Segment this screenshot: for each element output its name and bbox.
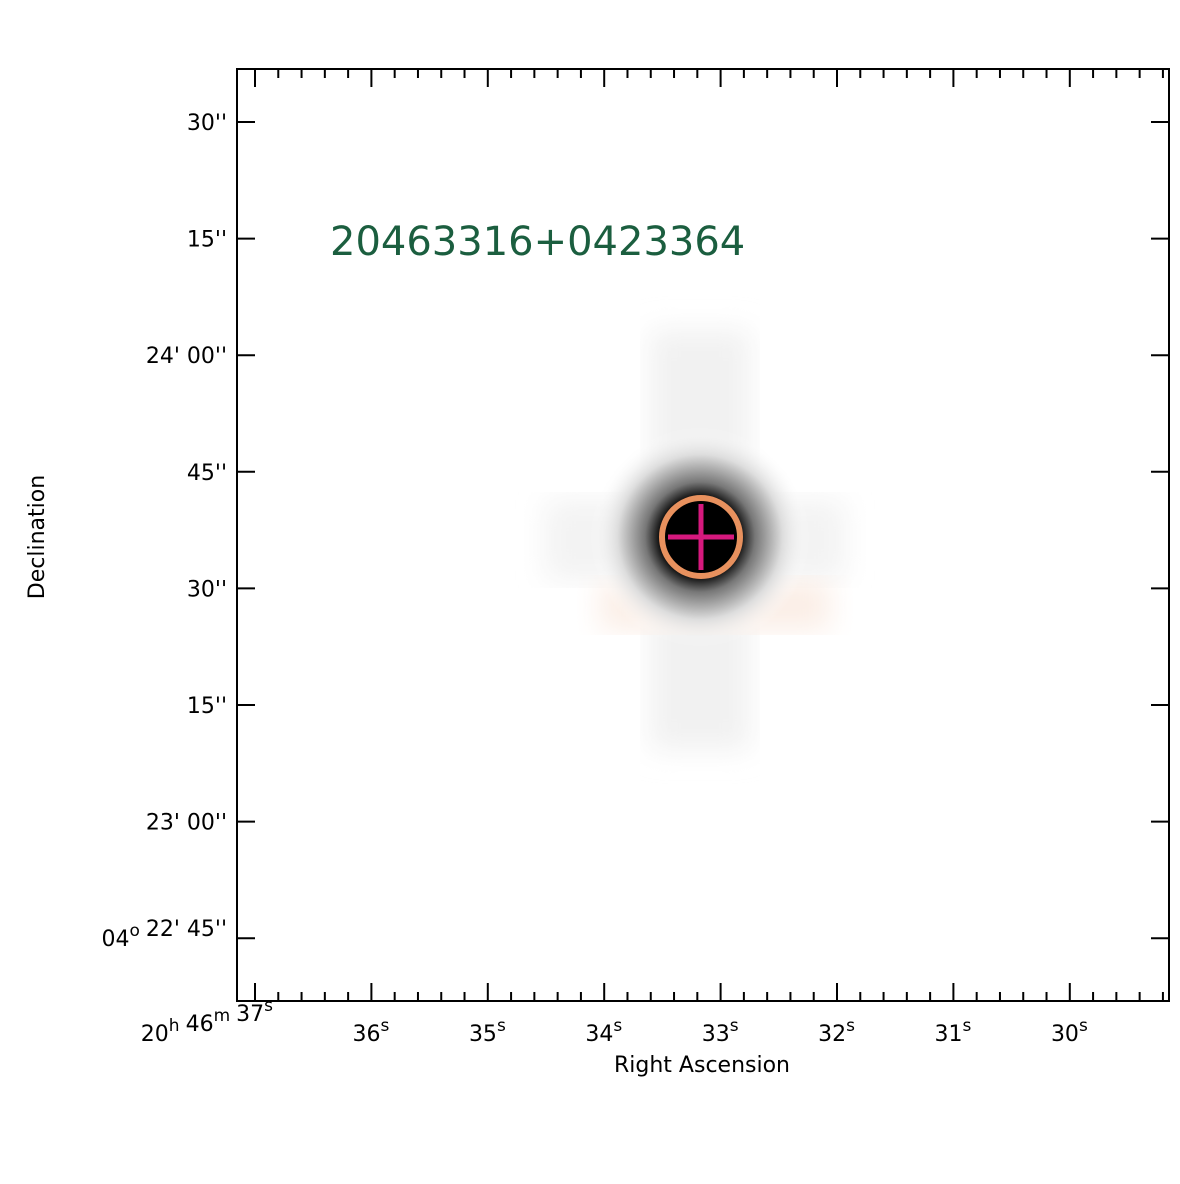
y-axis-label: Declination: [25, 475, 50, 599]
tick-text: 36: [353, 1022, 381, 1047]
y-tick-label: 30'': [187, 111, 227, 136]
tick-text: 37: [236, 1002, 264, 1027]
tick-text: 34: [585, 1022, 613, 1047]
x-axis-label: Right Ascension: [614, 1053, 790, 1078]
x-tick-label: 36s: [353, 1016, 390, 1047]
y-tick-label: 45'': [187, 461, 227, 486]
tick-sup: s: [497, 1016, 506, 1036]
tick-text: 30'': [187, 111, 227, 136]
plot-frame: [236, 68, 1170, 1002]
y-tick-label: 24' 00'': [146, 344, 227, 369]
tick-sup: s: [381, 1016, 390, 1036]
tick-text: 33: [702, 1022, 730, 1047]
tick-sup: s: [264, 996, 273, 1016]
tick-text: 30'': [187, 577, 227, 602]
tick-text: 24' 00'': [146, 344, 227, 369]
tick-sup: m: [214, 1006, 231, 1026]
sky-image: [545, 330, 845, 750]
y-tick-label: 30'': [187, 577, 227, 602]
source-marker: [659, 495, 743, 579]
x-tick-label: 31s: [935, 1016, 972, 1047]
tick-text: 15'': [187, 694, 227, 719]
y-tick-label: 15'': [187, 694, 227, 719]
x-tick-label: 32s: [818, 1016, 855, 1047]
aperture-circle: [659, 495, 743, 579]
tick-sup: s: [613, 1016, 622, 1036]
tick-text: 15'': [187, 228, 227, 253]
tick-text: 20: [141, 1022, 169, 1047]
y-tick-label: 15'': [187, 228, 227, 253]
tick-text: 22' 45'': [146, 917, 227, 942]
tick-sup: s: [1079, 1016, 1088, 1036]
tick-text: 46: [186, 1012, 214, 1037]
x-tick-label: 34s: [585, 1016, 622, 1047]
tick-text: 30: [1051, 1022, 1079, 1047]
tick-sup: s: [846, 1016, 855, 1036]
tick-text: 31: [935, 1022, 963, 1047]
tick-sup: o: [129, 921, 139, 941]
y-tick-label: 23' 00'': [146, 811, 227, 836]
tick-text: 04: [101, 927, 129, 952]
source-name: 20463316+0423364: [330, 219, 745, 265]
tick-text: 23' 00'': [146, 811, 227, 836]
x-tick-label: 30s: [1051, 1016, 1088, 1047]
tick-text: 45'': [187, 461, 227, 486]
tick-sup: s: [730, 1016, 739, 1036]
x-tick-label: 20h 46m 37s: [141, 996, 273, 1047]
x-tick-label: 35s: [469, 1016, 506, 1047]
tick-sup: h: [169, 1016, 180, 1036]
y-tick-label: 04o 22' 45'': [101, 917, 227, 952]
tick-text: 35: [469, 1022, 497, 1047]
tick-text: 32: [818, 1022, 846, 1047]
x-tick-label: 33s: [702, 1016, 739, 1047]
tick-sup: s: [963, 1016, 972, 1036]
